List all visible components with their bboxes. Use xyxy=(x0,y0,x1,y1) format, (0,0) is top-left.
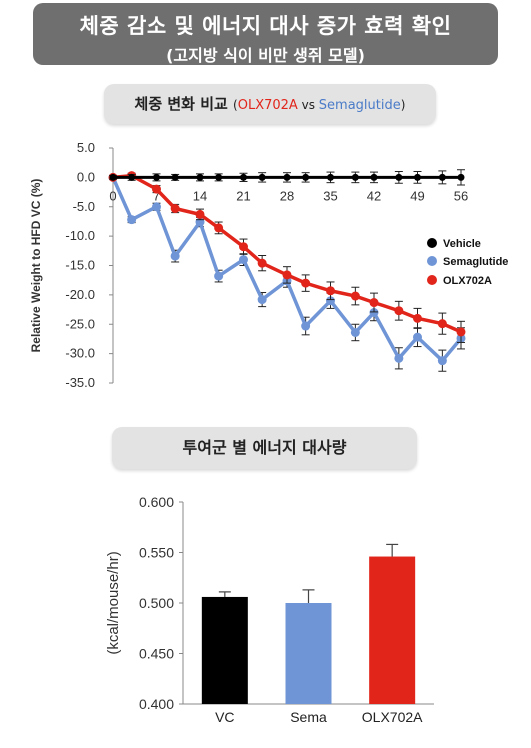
energy-chart-header: 투여군 별 에너지 대사량 xyxy=(112,427,417,469)
title-drug-olx702a: OLX702A xyxy=(237,98,298,113)
semaglutide-point xyxy=(214,271,224,281)
semaglutide-point xyxy=(413,332,422,342)
x-tick-label: 28 xyxy=(280,188,294,203)
vehicle-point xyxy=(302,173,310,181)
x-category-label: Sema xyxy=(290,709,327,725)
y-tick-label: 0.450 xyxy=(139,646,174,662)
vehicle-point xyxy=(457,173,465,181)
olx702a-point xyxy=(437,319,447,329)
y-tick-label: -20.0 xyxy=(65,287,95,302)
title-open-paren: ( xyxy=(233,98,238,112)
bar-vc xyxy=(201,596,248,704)
x-tick-label: 14 xyxy=(193,188,207,203)
title-drug-semaglutide: Semaglutide xyxy=(318,98,401,113)
y-tick-label: -15.0 xyxy=(65,258,95,273)
semaglutide-point xyxy=(127,215,137,225)
y-tick-label: 0.600 xyxy=(139,494,174,510)
semaglutide-point xyxy=(239,255,248,265)
x-category-label: VC xyxy=(215,709,234,725)
y-tick-label: -10.0 xyxy=(65,228,95,243)
semaglutide-point xyxy=(350,327,360,337)
y-tick-label: 0.0 xyxy=(77,169,95,184)
title-close-paren: ) xyxy=(400,98,406,112)
y-axis-label: Relative Weight to HFD VC (%) xyxy=(29,179,43,353)
title-vs: vs xyxy=(297,98,319,112)
olx702a-point xyxy=(350,291,360,301)
legend-label-vehicle: Vehicle xyxy=(443,238,481,250)
title-banner: 체중 감소 및 에너지 대사 증가 효력 확인 (고지방 식이 비만 생쥐 모델… xyxy=(33,3,498,65)
legend-label-olx702a: OLX702A xyxy=(443,275,492,287)
olx702a-point xyxy=(413,313,422,323)
vehicle-point xyxy=(414,173,421,181)
energy-chart-title: 투여군 별 에너지 대사량 xyxy=(182,438,347,457)
semaglutide-point xyxy=(257,295,267,305)
vehicle-point xyxy=(370,173,378,181)
olx702a-point xyxy=(170,204,180,214)
vehicle-point xyxy=(109,173,117,181)
olx702a-point xyxy=(195,209,205,219)
x-tick-label: 49 xyxy=(410,188,424,203)
banner-title: 체중 감소 및 에너지 대사 증가 효력 확인 xyxy=(79,14,452,38)
semaglutide-point xyxy=(369,308,379,317)
y-tick-label: -5.0 xyxy=(73,199,95,214)
y-tick-label: -30.0 xyxy=(65,346,95,361)
bar-olx702a xyxy=(369,556,416,704)
vehicle-point xyxy=(258,173,266,181)
olx702a-point xyxy=(214,223,224,233)
semaglutide-point xyxy=(152,202,161,212)
semaglutide-point xyxy=(170,251,180,261)
olx702a-point xyxy=(394,306,404,316)
vehicle-point xyxy=(196,173,204,181)
semaglutide-point xyxy=(437,356,447,366)
olx702a-point xyxy=(456,327,466,337)
legend-marker-semaglutide xyxy=(427,256,437,266)
x-tick-label: 21 xyxy=(236,188,250,203)
y-tick-label: 0.550 xyxy=(139,545,174,561)
olx702a-point xyxy=(326,286,335,296)
vehicle-point xyxy=(283,173,291,181)
vehicle-point xyxy=(153,173,160,181)
x-tick-label: 0 xyxy=(109,188,116,203)
y-axis-label: (kcal/mouse/hr) xyxy=(105,551,122,654)
y-tick-label: 5.0 xyxy=(77,140,95,155)
legend-label-semaglutide: Semaglutide xyxy=(443,256,508,268)
vehicle-point xyxy=(171,173,179,181)
x-tick-label: 7 xyxy=(153,188,160,203)
weight-chart-title: 체중 변화 비교 xyxy=(134,95,228,113)
olx702a-point xyxy=(301,278,311,288)
y-tick-label: -35.0 xyxy=(65,375,95,390)
semaglutide-point xyxy=(326,296,335,306)
weight-chart-header: 체중 변화 비교 (OLX702A vs Semaglutide) xyxy=(104,84,436,124)
vehicle-point xyxy=(351,173,359,181)
vehicle-point xyxy=(395,173,403,181)
x-category-label: OLX702A xyxy=(362,709,423,725)
olx702a-point xyxy=(369,298,379,308)
olx702a-point xyxy=(257,258,267,268)
weight-change-chart: 5.0 0.0 -5.0 -10.0 -15.0 -20.0 -25.0 -30.0 -35.0… xyxy=(29,140,508,390)
vehicle-point xyxy=(128,173,136,181)
olx702a-point xyxy=(152,184,161,194)
olx702a-point xyxy=(239,242,248,252)
x-tick-label: 42 xyxy=(367,188,381,203)
bar-sema xyxy=(285,603,332,704)
y-tick-label: -25.0 xyxy=(65,316,95,331)
vehicle-point xyxy=(240,173,247,181)
y-tick-label: 0.500 xyxy=(139,595,174,611)
y-tick-label: 0.400 xyxy=(139,696,174,712)
legend-marker-olx702a xyxy=(427,275,437,285)
x-tick-label: 35 xyxy=(323,188,337,203)
semaglutide-point xyxy=(394,353,404,363)
semaglutide-point xyxy=(301,321,311,331)
energy-expenditure-chart: 0.600 0.550 0.500 0.450 0.400 (kcal/mouse/hr)… xyxy=(105,494,434,725)
x-tick-label: 56 xyxy=(454,188,468,203)
vehicle-point xyxy=(215,173,223,181)
legend-marker-vehicle xyxy=(427,238,437,248)
banner-subtitle: (고지방 식이 비만 생쥐 모델) xyxy=(166,46,365,65)
olx702a-point xyxy=(282,270,292,280)
vehicle-point xyxy=(438,173,446,181)
vehicle-point xyxy=(327,173,334,181)
